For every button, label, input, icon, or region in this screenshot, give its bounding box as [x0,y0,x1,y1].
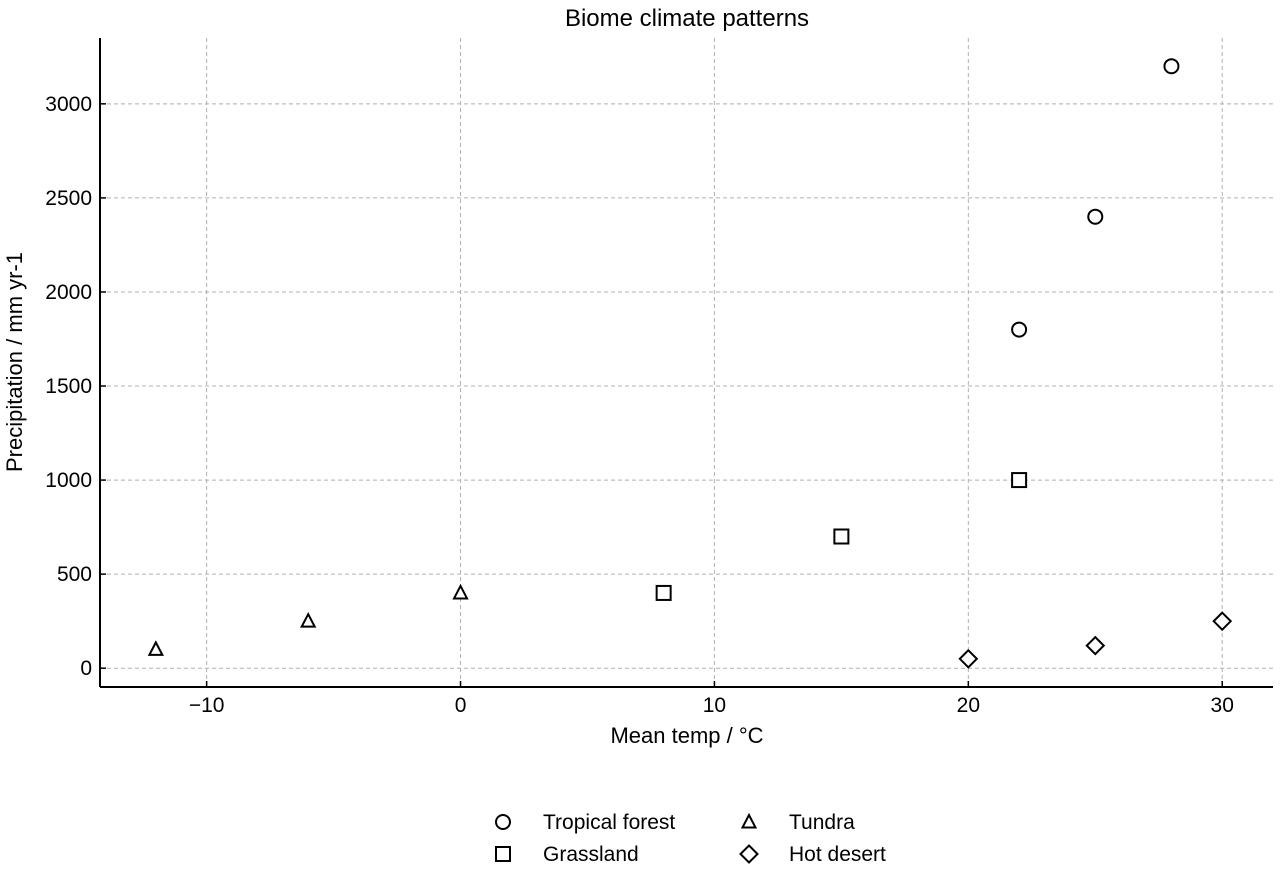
legend-hot-desert-label: Hot desert [789,843,886,866]
y-tick-label: 0 [80,657,92,680]
y-tick-label: 2000 [45,281,92,304]
x-tick-label: 0 [455,694,467,717]
y-tick-label: 500 [57,563,92,586]
grassland-point [833,528,850,545]
tropical-forest-point [1011,321,1028,338]
x-tick-label: 30 [1211,694,1234,717]
y-tick-label: 2500 [45,187,92,210]
y-tick-label: 3000 [45,93,92,116]
legend: Tropical forest Grassland Tundra Hot desert [495,811,886,866]
tundra-point [452,583,469,600]
grid-lines [100,38,1273,687]
y-tick-label: 1000 [45,469,92,492]
hot-desert-point [1212,611,1233,632]
grassland-point [655,584,672,601]
chart-title: Biome climate patterns [565,5,809,32]
legend-grassland-marker [495,846,511,862]
x-tick-label: −10 [189,694,225,717]
x-tick-label: 20 [957,694,980,717]
tundra-point [147,640,165,656]
hot-desert-point [1085,635,1106,656]
legend-hot-desert-marker [739,844,759,864]
x-axis-label: Mean temp / °C [610,723,763,748]
legend-tundra-label: Tundra [789,811,855,834]
legend-tundra-marker [740,812,758,829]
data-markers [147,58,1233,669]
legend-tropical-forest-marker [495,814,511,830]
y-axis-label: Precipitation / mm yr-1 [2,252,27,472]
x-tick-label: 10 [703,694,726,717]
hot-desert-point [958,648,979,669]
tropical-forest-point [1087,208,1104,225]
grassland-point [1011,472,1028,489]
legend-grassland-label: Grassland [543,843,639,866]
axis-ticks: −10 0 10 20 30 0 500 1000 1500 2000 2500 3000 [45,93,1234,717]
legend-tropical-forest-label: Tropical forest [543,811,675,834]
tropical-forest-point [1163,58,1180,75]
tundra-point [300,611,317,628]
y-tick-label: 1500 [45,375,92,398]
